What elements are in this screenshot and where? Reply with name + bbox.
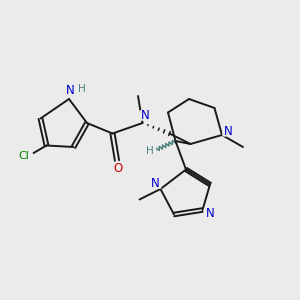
- FancyBboxPatch shape: [18, 151, 30, 161]
- Text: N: N: [224, 125, 233, 138]
- FancyBboxPatch shape: [139, 110, 152, 121]
- Text: H: H: [78, 84, 86, 94]
- FancyBboxPatch shape: [65, 86, 76, 95]
- Text: Cl: Cl: [19, 151, 29, 161]
- FancyBboxPatch shape: [75, 84, 88, 94]
- Text: O: O: [114, 161, 123, 175]
- FancyBboxPatch shape: [150, 179, 160, 188]
- FancyBboxPatch shape: [64, 85, 77, 96]
- FancyBboxPatch shape: [149, 178, 161, 189]
- Text: N: N: [66, 84, 75, 97]
- FancyBboxPatch shape: [205, 209, 215, 218]
- FancyBboxPatch shape: [144, 146, 156, 157]
- FancyBboxPatch shape: [224, 127, 234, 136]
- Text: N: N: [151, 177, 160, 190]
- Text: Cl: Cl: [19, 151, 29, 161]
- Text: N: N: [224, 125, 233, 138]
- Text: N: N: [66, 84, 75, 97]
- Text: O: O: [114, 161, 123, 175]
- Text: H: H: [146, 146, 154, 157]
- Text: N: N: [206, 207, 214, 220]
- FancyBboxPatch shape: [140, 111, 151, 120]
- Text: H: H: [78, 84, 86, 94]
- FancyBboxPatch shape: [112, 163, 125, 173]
- Text: N: N: [151, 177, 160, 190]
- FancyBboxPatch shape: [204, 208, 216, 219]
- Text: N: N: [141, 109, 150, 122]
- Text: N: N: [206, 207, 214, 220]
- FancyBboxPatch shape: [222, 126, 235, 136]
- Text: H: H: [146, 146, 154, 157]
- Text: N: N: [141, 109, 150, 122]
